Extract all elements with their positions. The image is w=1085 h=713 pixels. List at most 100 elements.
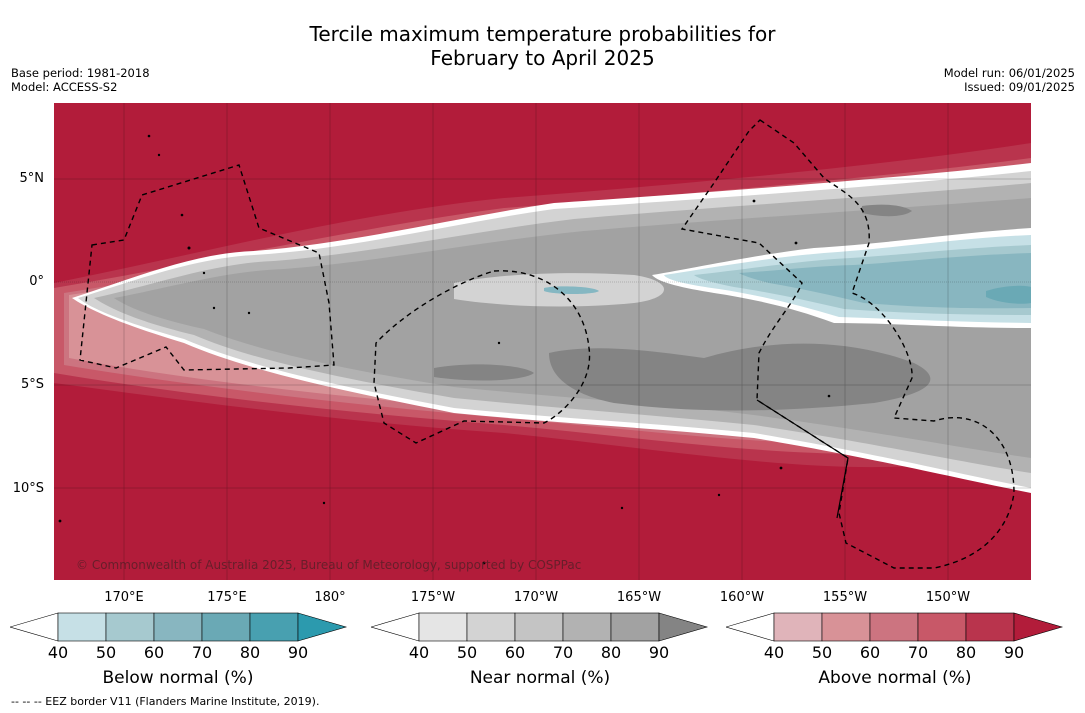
colorbar-above xyxy=(726,612,1064,642)
island-dot xyxy=(779,466,783,470)
lon-label-150w: 150°W xyxy=(925,590,971,605)
colorbar-above-segment-4 xyxy=(917,612,967,642)
eez-kiribati-gilbert xyxy=(79,164,335,371)
below-band-70 xyxy=(739,253,1031,309)
colorbar-above-tick: 40 xyxy=(763,643,785,662)
island-dot xyxy=(752,199,756,203)
colorbar-below-tick: 80 xyxy=(239,643,261,662)
title-line-2: February to April 2025 xyxy=(430,46,655,70)
islands xyxy=(58,134,831,565)
colorbar-below-segment-2 xyxy=(105,612,155,642)
eez-line-islands xyxy=(680,119,1015,569)
island-dot xyxy=(247,311,251,315)
island-dot xyxy=(187,246,191,250)
colorbar-below-tick: 40 xyxy=(47,643,69,662)
colorbar-below-max-extend xyxy=(297,612,348,642)
eez-phoenix xyxy=(373,270,591,444)
near-band-90-b xyxy=(549,343,931,411)
colorbar-near-max-extend xyxy=(658,612,709,642)
colorbar-below-tick: 60 xyxy=(143,643,165,662)
lon-label-170w: 170°W xyxy=(513,590,559,605)
issued-date: Issued: 09/01/2025 xyxy=(964,80,1075,94)
colorbar-near-tick: 50 xyxy=(456,643,478,662)
eez-borders xyxy=(79,119,1015,569)
island-dot xyxy=(180,213,184,217)
lat-label-5s: 5°S xyxy=(20,377,44,392)
island-dot xyxy=(620,506,624,510)
colorbar-below-tick: 50 xyxy=(95,643,117,662)
island-dot xyxy=(147,134,151,138)
island-dot xyxy=(202,271,206,275)
colorbar-above-tick: 70 xyxy=(907,643,929,662)
colorbar-near-tick: 80 xyxy=(600,643,622,662)
map-panel: © Commonwealth of Australia 2025, Bureau… xyxy=(54,103,1031,580)
island-dot xyxy=(58,519,62,523)
island-dot xyxy=(212,306,216,310)
lon-label-155w: 155°W xyxy=(822,590,868,605)
colorbar-above-tick: 60 xyxy=(859,643,881,662)
below-band-80 xyxy=(986,285,1031,304)
lon-label-175w: 175°W xyxy=(410,590,456,605)
model-name: Model: ACCESS-S2 xyxy=(11,80,118,94)
lon-label-165w: 165°W xyxy=(616,590,662,605)
colorbar-near-tick: 70 xyxy=(552,643,574,662)
colorbar-above-segment-3 xyxy=(869,612,919,642)
colorbar-above-min-extend xyxy=(726,612,775,642)
colorbar-above-max-extend xyxy=(1013,612,1064,642)
colorbar-below xyxy=(10,612,348,642)
lon-label-160w: 160°W xyxy=(719,590,765,605)
meta-right: Model run: 06/01/2025 Issued: 09/01/2025 xyxy=(944,66,1075,94)
island-dot xyxy=(322,501,326,505)
colorbar-near-min-extend xyxy=(371,612,420,642)
model-run: Model run: 06/01/2025 xyxy=(943,66,1075,80)
eez-footnote: -- -- -- EEZ border V11 (Flanders Marine… xyxy=(11,695,320,708)
colorbar-below-tick: 90 xyxy=(287,643,309,662)
colorbar-near-tick: 60 xyxy=(504,643,526,662)
chart-title: Tercile maximum temperature probabilitie… xyxy=(0,22,1085,70)
lon-label-180: 180° xyxy=(314,590,346,605)
colorbar-near-tick: 90 xyxy=(648,643,670,662)
colorbar-below-segment-1 xyxy=(57,612,107,642)
colorbar-above-tick: 50 xyxy=(811,643,833,662)
colorbar-above-segment-1 xyxy=(773,612,823,642)
lat-label-0: 0° xyxy=(29,274,44,289)
island-dot xyxy=(497,341,501,345)
colorbar-near-tick: 40 xyxy=(408,643,430,662)
island-dot xyxy=(157,153,161,157)
copyright-notice: © Commonwealth of Australia 2025, Bureau… xyxy=(76,558,582,572)
lon-label-175e: 175°E xyxy=(207,590,247,605)
colorbar-above-tick: 90 xyxy=(1003,643,1025,662)
near-band-90-c xyxy=(862,204,912,217)
island-dot xyxy=(717,493,721,497)
eez-solid-segment xyxy=(756,399,849,519)
colorbar-near-segment-2 xyxy=(466,612,516,642)
island-dot xyxy=(794,241,798,245)
colorbar-below-segment-3 xyxy=(153,612,203,642)
colorbar-below-segment-5 xyxy=(249,612,299,642)
lon-label-170e: 170°E xyxy=(104,590,144,605)
legend-label-above: Above normal (%) xyxy=(818,668,972,688)
colorbar-above-tick: 80 xyxy=(955,643,977,662)
colorbar-below-tick: 70 xyxy=(191,643,213,662)
lat-label-10s: 10°S xyxy=(12,481,44,496)
colorbar-near-segment-4 xyxy=(562,612,612,642)
colorbar-near-segment-3 xyxy=(514,612,564,642)
colorbar-below-segment-4 xyxy=(201,612,251,642)
probability-map xyxy=(54,103,1031,580)
lat-label-5n: 5°N xyxy=(19,171,45,186)
base-period: Base period: 1981-2018 xyxy=(11,66,150,80)
island-dot xyxy=(482,561,486,565)
below-patch xyxy=(544,286,599,294)
legend-label-near: Near normal (%) xyxy=(469,668,611,688)
colorbar-near xyxy=(371,612,709,642)
legend-label-below: Below normal (%) xyxy=(102,668,254,688)
colorbar-above-segment-2 xyxy=(821,612,871,642)
colorbar-near-segment-1 xyxy=(418,612,468,642)
title-line-1: Tercile maximum temperature probabilitie… xyxy=(309,22,776,46)
colorbar-above-segment-5 xyxy=(965,612,1015,642)
island-dot xyxy=(827,394,831,398)
near-band-90-a xyxy=(434,364,534,381)
meta-left: Base period: 1981-2018 Model: ACCESS-S2 xyxy=(11,66,150,94)
colorbar-near-segment-5 xyxy=(610,612,660,642)
colorbar-below-min-extend xyxy=(10,612,59,642)
